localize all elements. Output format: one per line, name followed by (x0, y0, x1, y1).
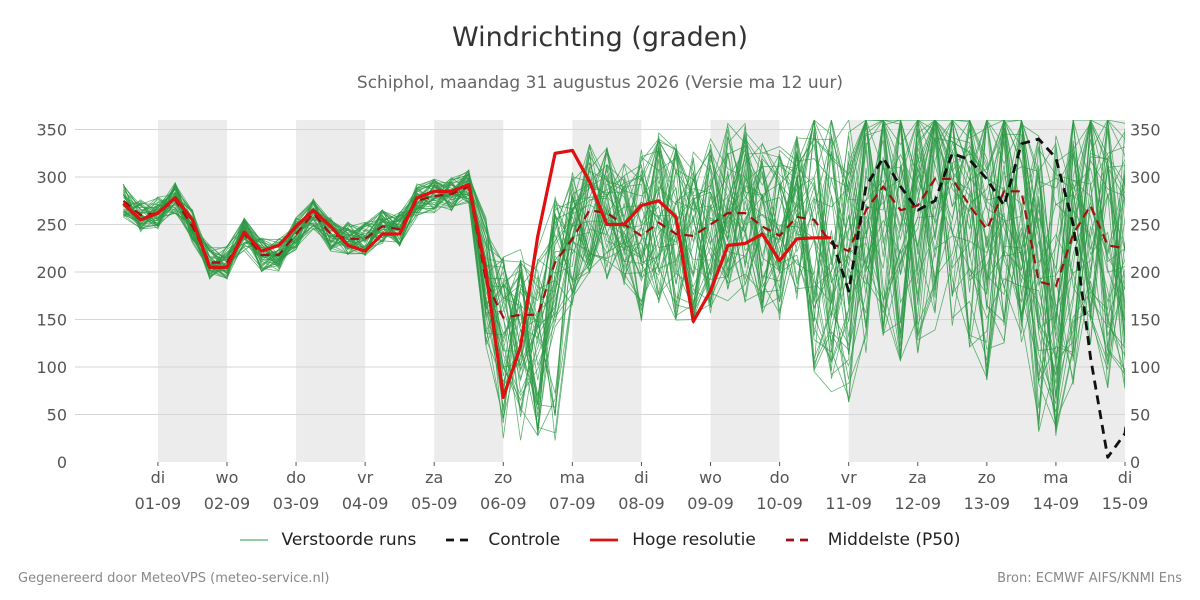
chart-plot: 0 0 50 50 100 100 150 150 200 200 250 250 300 300 350 3… (36, 120, 1161, 513)
legend-label: Middelste (P50) (827, 530, 961, 550)
x-tick-day: za (909, 468, 927, 487)
ensemble-line (123, 120, 1125, 430)
y-tick-label-left: 100 (36, 358, 67, 377)
x-tick-day: di (151, 468, 166, 487)
ensemble-line (123, 120, 1125, 412)
ensemble-line (123, 120, 1125, 426)
x-tick-day: wo (699, 468, 722, 487)
y-tick-label-right: 100 (1130, 358, 1161, 377)
x-tick-day: ma (560, 468, 585, 487)
x-tick-date: 08-09 (618, 494, 665, 513)
ensemble-line (123, 120, 1125, 381)
y-tick-label-left: 0 (57, 453, 67, 472)
x-tick-day: zo (494, 468, 512, 487)
x-tick-day: vr (357, 468, 373, 487)
x-tick-date: 02-09 (204, 494, 251, 513)
legend-item: Middelste (P50) (785, 530, 961, 550)
ensemble-line (123, 120, 1125, 434)
series-line-hoge-resolutie (122, 148, 832, 399)
x-tick-day: vr (841, 468, 857, 487)
chart-legend: Verstoorde runs Controle Hoge resolutie Mid… (0, 530, 1200, 550)
legend-label: Hoge resolutie (632, 530, 756, 550)
y-tick-label-left: 300 (36, 168, 67, 187)
x-tick-day: di (1118, 468, 1133, 487)
ensemble-group (123, 120, 1125, 441)
day-band (157, 120, 227, 462)
y-tick-label-right: 0 (1130, 453, 1140, 472)
legend-swatch (446, 538, 475, 542)
x-tick-date: 05-09 (411, 494, 458, 513)
x-tick-date: 09-09 (687, 494, 734, 513)
x-tick-date: 10-09 (756, 494, 803, 513)
y-tick-label-right: 350 (1130, 121, 1161, 140)
footer-source: Bron: ECMWF AIFS/KNMI Ens (997, 571, 1182, 586)
y-tick-label-left: 250 (36, 216, 67, 235)
x-tick-date: 15-09 (1102, 494, 1149, 513)
x-tick-date: 04-09 (342, 494, 389, 513)
legend-item: Verstoorde runs (239, 530, 417, 550)
y-tick-label-left: 50 (47, 406, 67, 425)
x-tick-date: 11-09 (825, 494, 872, 513)
x-tick-date: 06-09 (480, 494, 527, 513)
x-tick-date: 12-09 (895, 494, 942, 513)
y-tick-label-right: 250 (1130, 216, 1161, 235)
x-tick-day: do (286, 468, 306, 487)
x-tick-day: wo (216, 468, 239, 487)
y-tick-label-right: 300 (1130, 168, 1161, 187)
y-tick-label-left: 200 (36, 263, 67, 282)
legend-item: Hoge resolutie (590, 530, 756, 550)
legend-swatch (590, 538, 619, 542)
chart-title: Windrichting (graden) (451, 22, 749, 53)
y-tick-label-left: 150 (36, 311, 67, 330)
x-tick-day: zo (978, 468, 996, 487)
x-tick-date: 07-09 (549, 494, 596, 513)
day-band (296, 120, 366, 462)
legend-item: Controle (446, 530, 560, 550)
ensemble-line (123, 120, 1125, 436)
y-tick-label-right: 150 (1130, 311, 1161, 330)
ensemble-line (123, 120, 1125, 428)
y-tick-label-right: 200 (1130, 263, 1161, 282)
x-tick-date: 13-09 (964, 494, 1011, 513)
legend-label: Controle (488, 530, 561, 550)
ensemble-line (123, 120, 1125, 410)
x-tick-day: do (770, 468, 790, 487)
x-tick-date: 14-09 (1033, 494, 1080, 513)
legend-swatch (239, 539, 268, 541)
legend-swatch (785, 538, 814, 542)
x-tick-date: 03-09 (273, 494, 320, 513)
footer-credit: Gegenereerd door MeteoVPS (meteo-service… (18, 571, 330, 586)
x-tick-date: 01-09 (135, 494, 182, 513)
y-tick-label-right: 50 (1130, 406, 1150, 425)
chart-subtitle: Schiphol, maandag 31 augustus 2026 (Vers… (356, 73, 844, 93)
x-tick-day: di (634, 468, 649, 487)
legend-label: Verstoorde runs (281, 530, 417, 550)
y-tick-label-left: 350 (36, 121, 67, 140)
x-tick-day: za (425, 468, 443, 487)
ensemble-line (123, 120, 1125, 380)
series-line-middelste-p50 (122, 177, 1125, 319)
x-tick-day: ma (1043, 468, 1068, 487)
